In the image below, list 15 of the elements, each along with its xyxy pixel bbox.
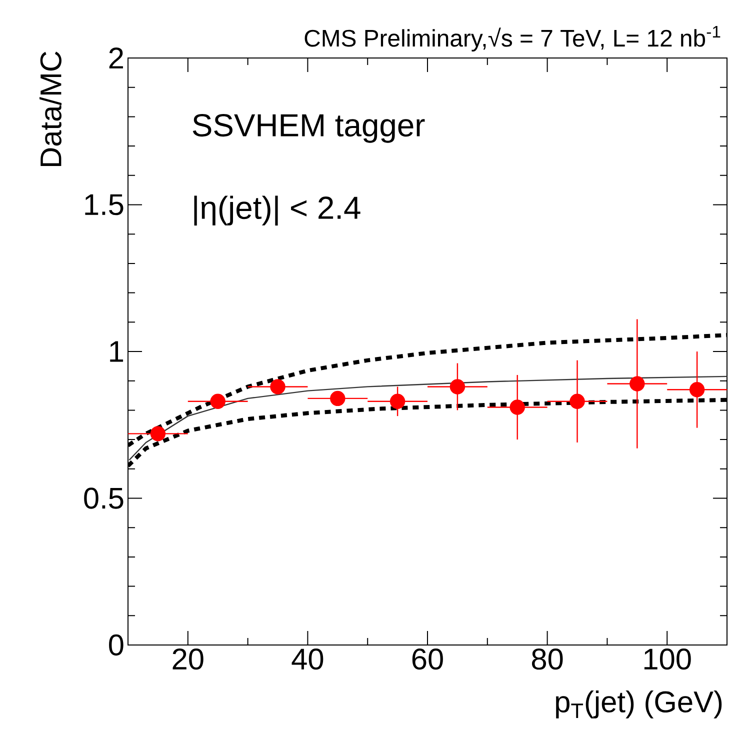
y-tick-label: 2 <box>109 48 123 68</box>
y-tick-label: 0 <box>109 634 124 656</box>
y-tick-label: 0.5 <box>84 488 124 509</box>
y-axis-title: Data/MC <box>40 52 62 166</box>
y-tick-label: 1.5 <box>85 194 124 216</box>
y-tick-label: 1 <box>110 341 124 362</box>
x-axis-title: p$_{T}$(jet) (GeV) <box>556 690 722 718</box>
annotation: |η(jet)| < 2.4 <box>194 196 360 226</box>
chart-title: CMS Preliminary,√s = 7 TeV, L= 12 nb$^{-1}$ <box>304 26 720 52</box>
x-tick-label: 100 <box>644 648 691 670</box>
annotation: SSVHEM tagger <box>192 114 425 143</box>
x-tick-label: 40 <box>292 648 324 670</box>
x-tick-label: 80 <box>532 648 563 670</box>
x-tick-label: 60 <box>412 648 443 670</box>
x-tick-label: 20 <box>172 648 204 670</box>
